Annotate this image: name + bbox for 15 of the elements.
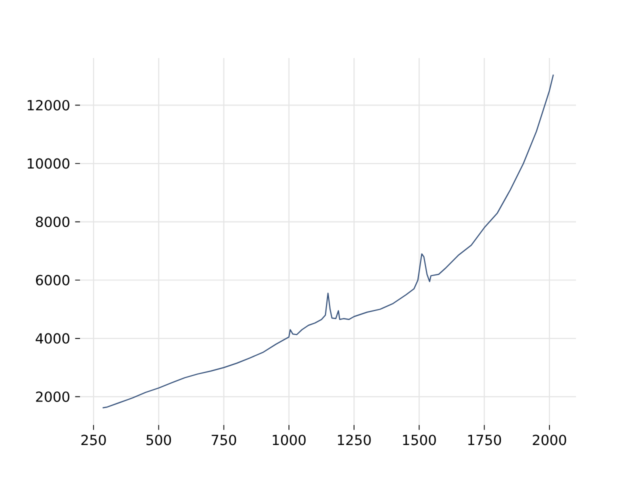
x-tick-label: 500: [146, 434, 171, 446]
y-tick-label: 8000: [36, 216, 70, 228]
x-tick-label: 2000: [532, 434, 566, 446]
y-tick-label: 10000: [28, 158, 70, 169]
x-tick-label: 1000: [272, 434, 306, 446]
x-tick-label: 1750: [468, 434, 501, 446]
y-tick-label: 2000: [36, 391, 70, 402]
x-tick-label: 750: [212, 434, 236, 446]
y-tick-label: 4000: [36, 333, 70, 344]
x-tick-label: 1500: [403, 434, 436, 446]
line-series: [102, 74, 554, 408]
y-tick-label: 12000: [28, 100, 70, 110]
x-tick-label: 250: [81, 434, 106, 446]
x-tick-label: 1250: [338, 434, 371, 446]
y-tick-label: 6000: [36, 274, 70, 286]
